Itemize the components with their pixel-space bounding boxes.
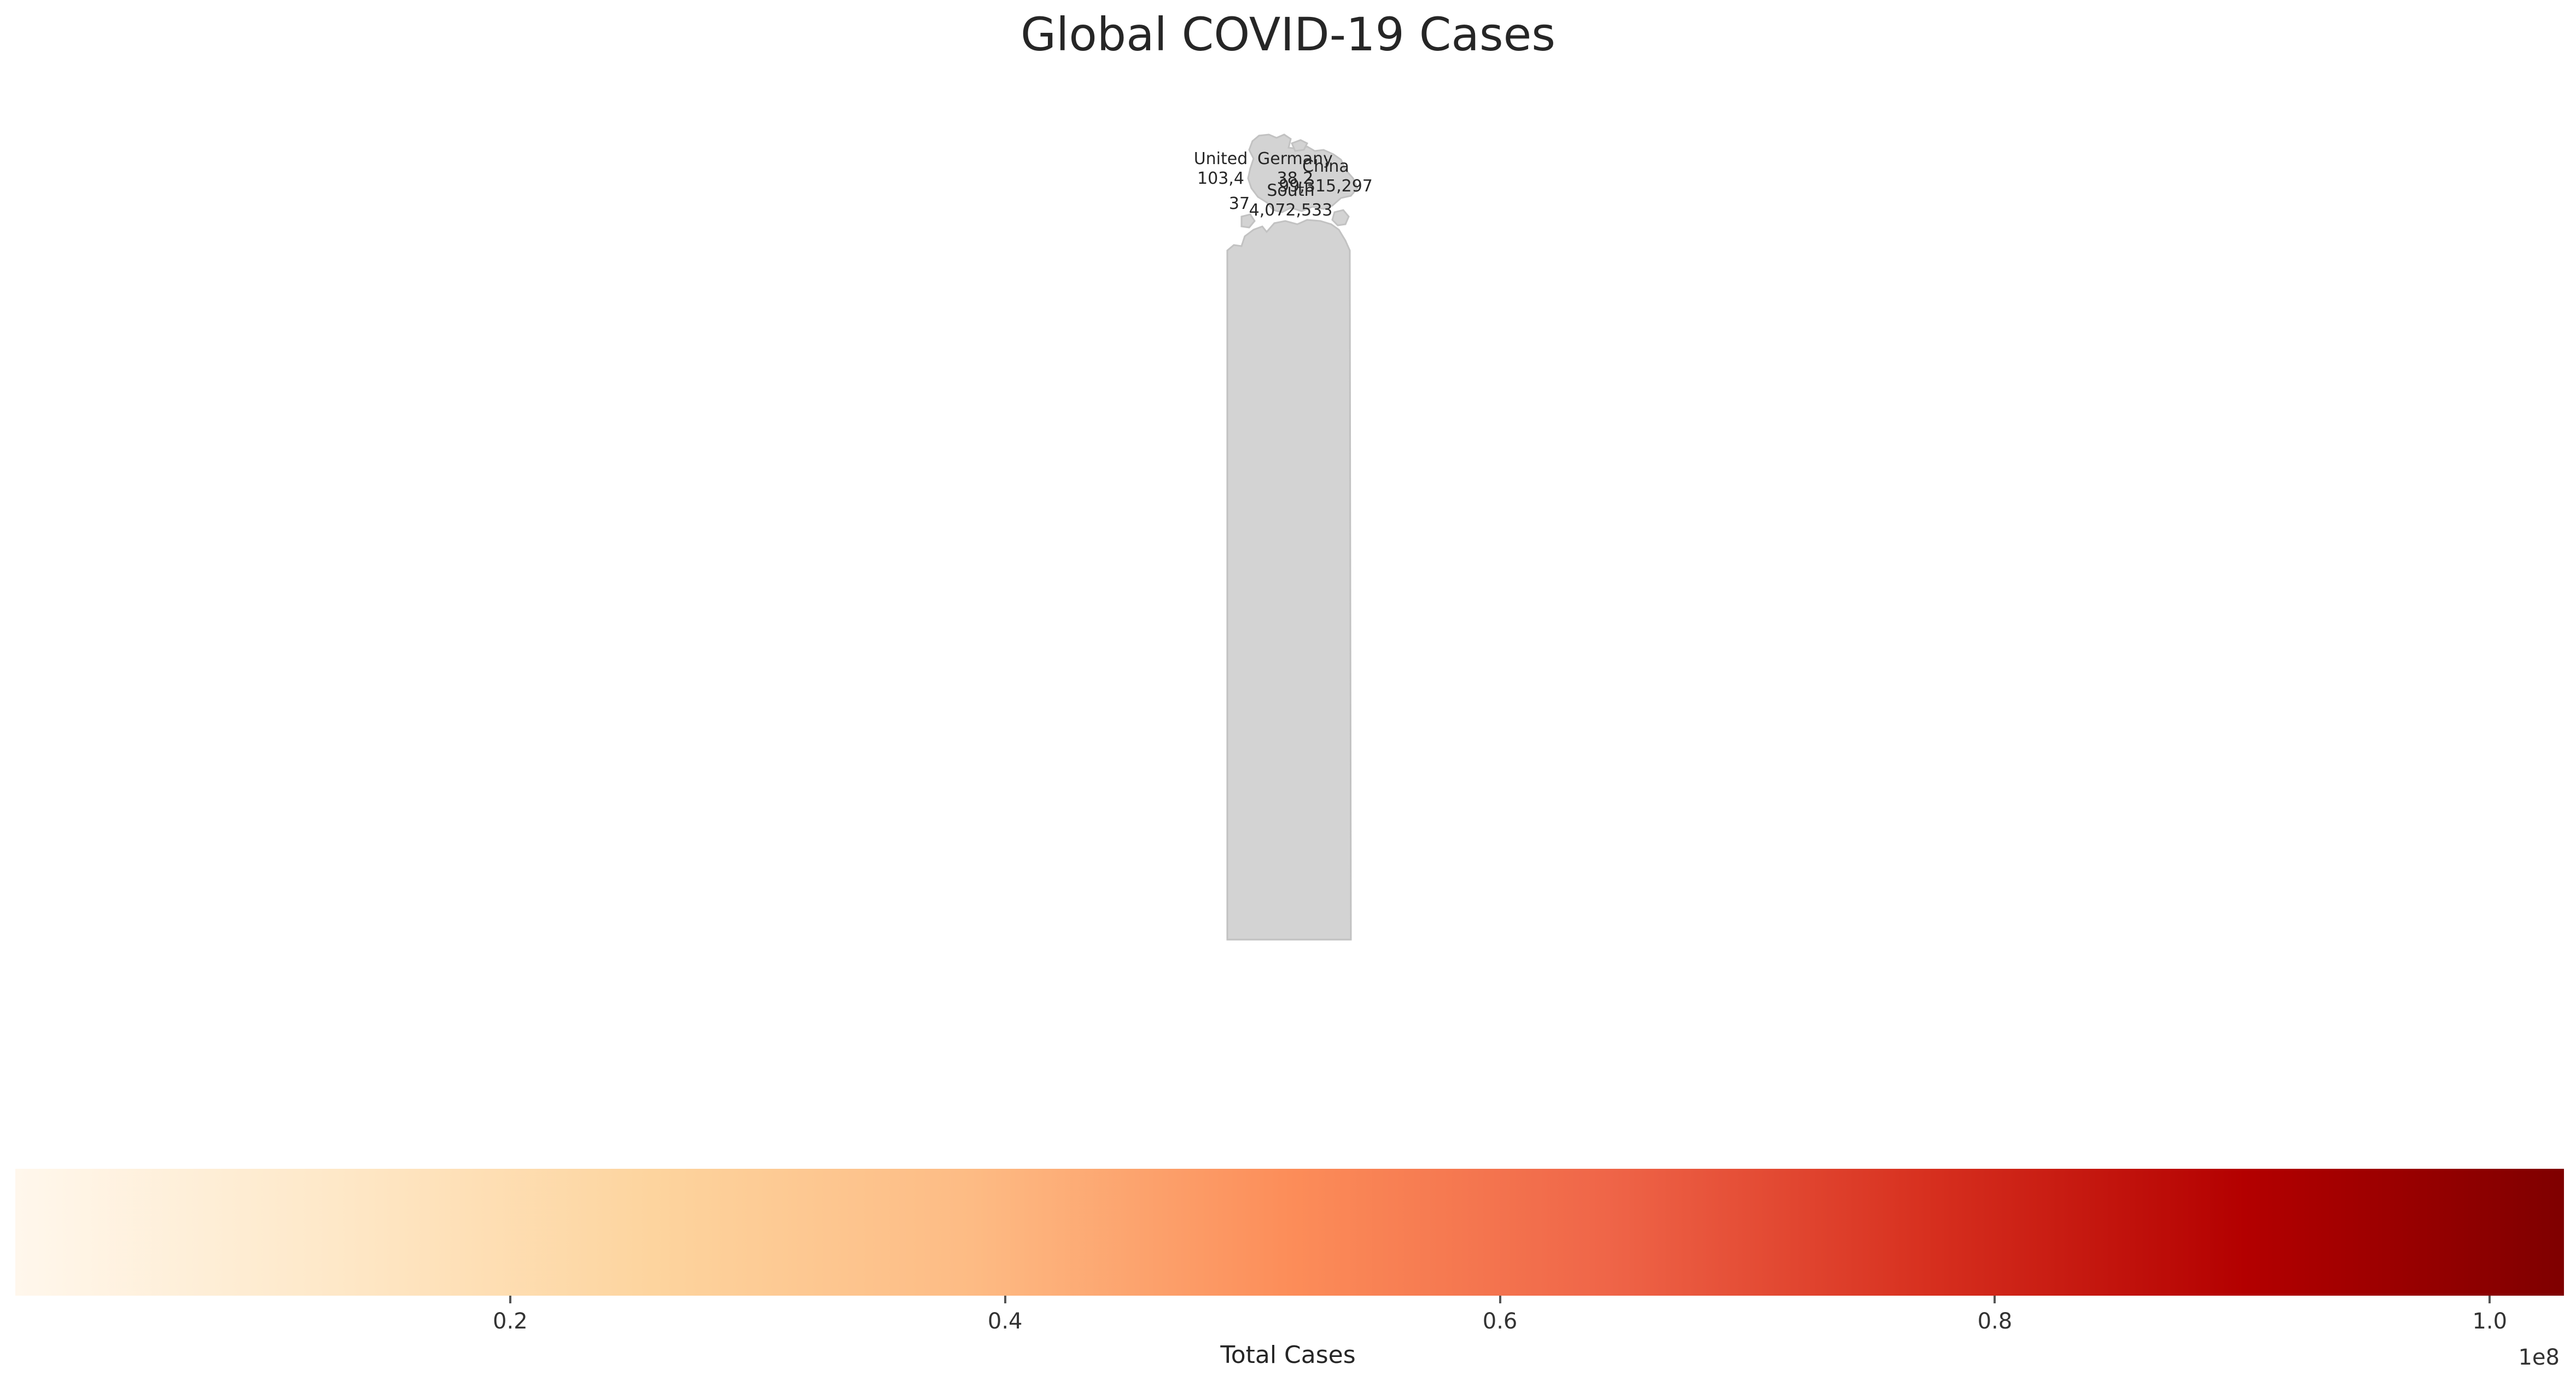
colorbar-tick xyxy=(1994,1296,1996,1303)
chart-title: Global COVID-19 Cases xyxy=(1020,8,1556,61)
country-label: 103,4 xyxy=(1197,169,1244,188)
colorbar-multiplier: 1e8 xyxy=(2518,1345,2560,1370)
colorbar xyxy=(15,1169,2564,1296)
country-label: China xyxy=(1302,157,1349,176)
colorbar-tick xyxy=(2488,1296,2491,1303)
colorbar-tick-label: 0.6 xyxy=(1482,1309,1518,1334)
colorbar-label: Total Cases xyxy=(1220,1341,1356,1369)
country-label: South xyxy=(1267,181,1314,200)
colorbar-tick-label: 0.8 xyxy=(1977,1309,2013,1334)
colorbar-tick-label: 0.4 xyxy=(987,1309,1023,1334)
landmass-shape xyxy=(1291,139,1309,152)
landmass-shape xyxy=(1247,133,1359,213)
country-label: Germany xyxy=(1257,149,1333,168)
landmass-shape xyxy=(1226,219,1352,941)
colorbar-tick-label: 1.0 xyxy=(2472,1309,2508,1334)
country-label: 99,315,297 xyxy=(1279,177,1373,196)
colorbar-tick-label: 0.2 xyxy=(493,1309,528,1334)
colorbar-tick xyxy=(1499,1296,1501,1303)
landmass-shape xyxy=(1331,209,1350,226)
country-label: 37 xyxy=(1229,194,1250,213)
country-label: 4,072,533 xyxy=(1249,201,1333,220)
colorbar-tick xyxy=(509,1296,511,1303)
country-label: 38,2 xyxy=(1277,169,1314,188)
country-label: United xyxy=(1194,149,1248,168)
landmass-shape xyxy=(1240,213,1256,229)
colorbar-tick xyxy=(1004,1296,1006,1303)
